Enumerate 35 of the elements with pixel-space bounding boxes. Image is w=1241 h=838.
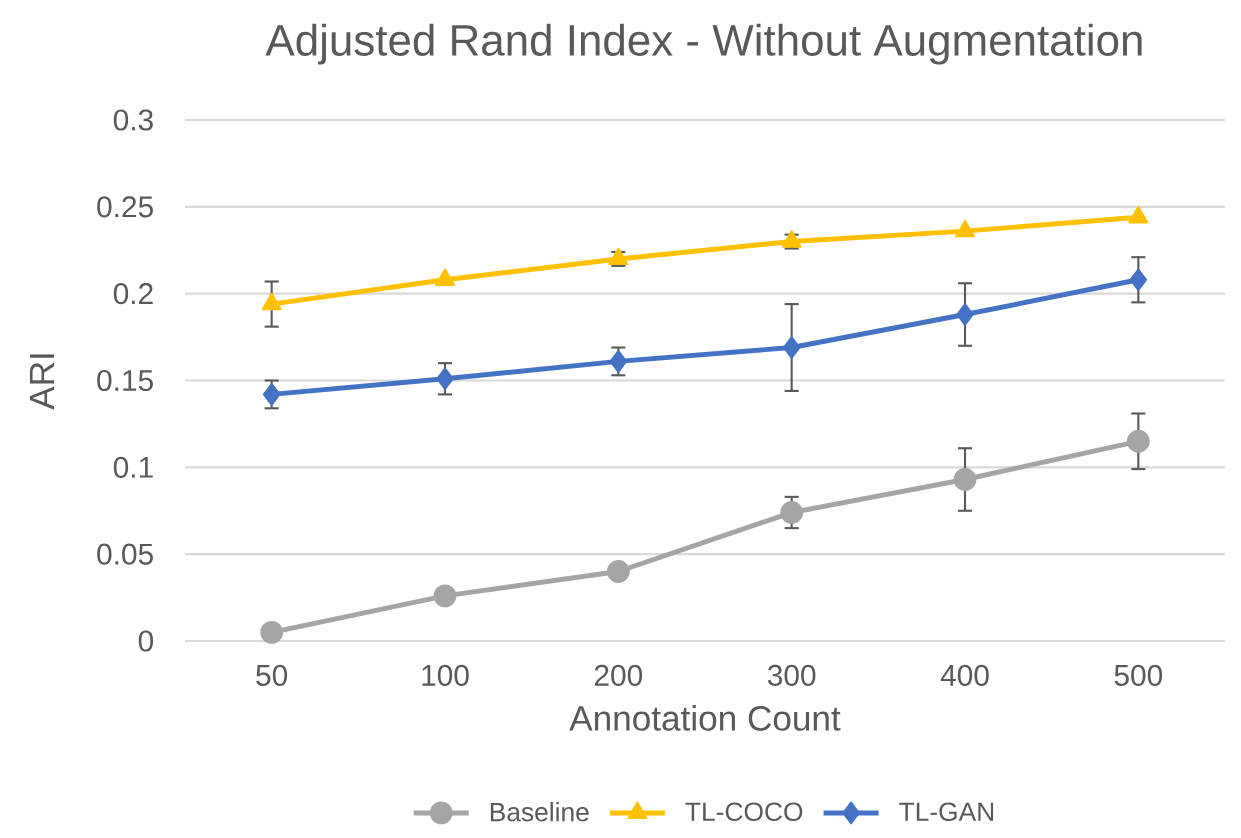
y-tick-label: 0.2: [113, 283, 153, 305]
legend-label: Baseline: [490, 802, 589, 822]
y-tick-label: 0.05: [97, 543, 153, 565]
legend-label: TL-COCO: [685, 802, 803, 822]
x-tick-label: 400: [940, 664, 989, 686]
chart-title: Adjusted Rand Index - Without Augmentation: [265, 23, 1142, 65]
point: [782, 336, 801, 359]
point: [606, 560, 630, 583]
point: [1128, 205, 1149, 224]
y-tick-label: 0.15: [97, 369, 153, 392]
point: [436, 367, 454, 391]
point: [261, 292, 282, 311]
point: [956, 303, 974, 326]
y-tick-label: 0: [138, 630, 154, 652]
point: [609, 349, 628, 373]
x-tick-label: 50: [256, 664, 288, 686]
x-axis-title: Annotation Count: [569, 705, 841, 731]
point: [953, 468, 977, 491]
point: [780, 501, 804, 524]
x-tick-label: 200: [594, 664, 643, 686]
y-tick-label: 0.1: [113, 456, 153, 478]
point: [262, 382, 281, 406]
y-axis-title: ARI: [29, 354, 55, 410]
point: [433, 584, 457, 608]
x-tick-label: 300: [767, 664, 816, 686]
point: [1126, 429, 1150, 453]
y-tick-label: 0.25: [97, 196, 153, 218]
legend-label: TL-GAN: [899, 802, 994, 822]
point: [954, 219, 976, 238]
x-tick-label: 100: [422, 664, 469, 686]
point: [260, 620, 284, 644]
point: [434, 268, 456, 286]
y-tick-label: 0.3: [113, 109, 153, 131]
point: [1129, 268, 1148, 292]
x-tick-label: 500: [1114, 664, 1163, 686]
